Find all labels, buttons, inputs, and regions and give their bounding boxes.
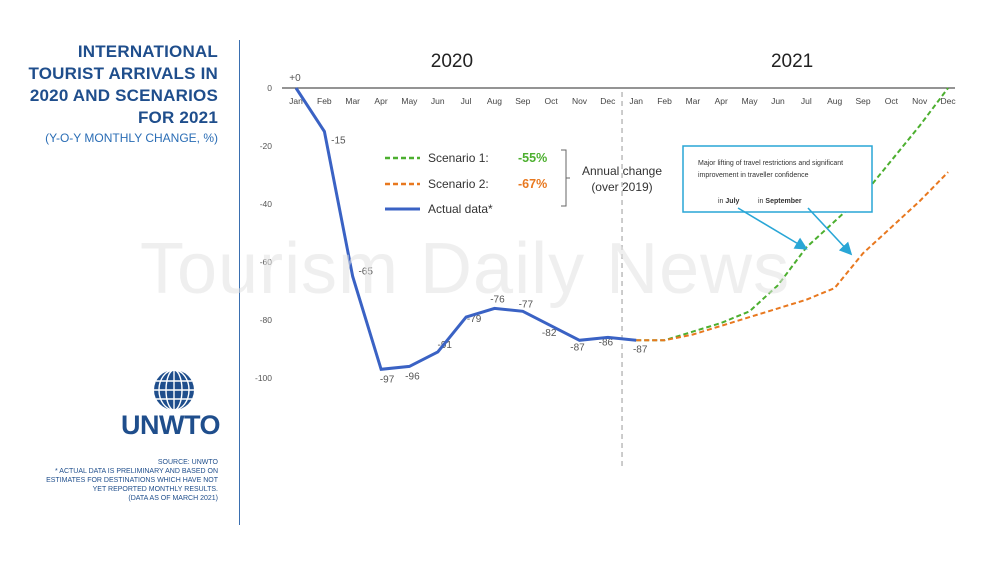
x-tick-label: Sep (515, 96, 530, 106)
actual-data-line (294, 87, 637, 371)
data-label: -97 (380, 374, 395, 385)
x-tick-label: Jan (629, 96, 643, 106)
x-tick-label: Dec (600, 96, 616, 106)
data-label: -87 (633, 344, 648, 355)
x-tick-label: Jul (461, 96, 472, 106)
year-label-2021: 2021 (771, 51, 813, 72)
x-tick-label: Feb (317, 96, 332, 106)
legend-scenario2-value: -67% (518, 177, 547, 191)
legend-scenario1-label: Scenario 1: (428, 151, 489, 165)
chart-title-line-4: FOR 2021 (137, 108, 218, 127)
x-tick-label: Jun (771, 96, 785, 106)
year-label-2020: 2020 (431, 51, 473, 72)
divider-line (239, 40, 240, 525)
x-tick-label: Feb (657, 96, 672, 106)
chart-title-line-3: 2020 AND SCENARIOS (29, 86, 218, 105)
legend-scenario1-value: -55% (518, 151, 547, 165)
x-tick-label: Apr (374, 96, 387, 106)
x-tick-label: Nov (572, 96, 588, 106)
data-label: -82 (542, 328, 557, 339)
x-tick-label: Oct (545, 96, 559, 106)
y-tick-label: -40 (260, 199, 273, 209)
data-label: -96 (405, 371, 420, 382)
legend-actual-label: Actual data* (428, 202, 493, 216)
data-label: -65 (358, 267, 373, 278)
chart-title-line-2: TOURIST ARRIVALS IN (28, 64, 218, 83)
x-tick-label: May (401, 96, 418, 106)
watermark: Tourism Daily News (140, 229, 791, 309)
data-label: -76 (490, 294, 505, 305)
data-label: -87 (570, 342, 585, 353)
x-tick-label: Mar (345, 96, 360, 106)
data-label: -15 (331, 136, 346, 147)
annotation-september-label: in September (758, 198, 802, 205)
y-tick-label: -60 (260, 257, 273, 267)
x-tick-label: Nov (912, 96, 928, 106)
legend-scenario2-label: Scenario 2: (428, 177, 489, 191)
legend-bracket (561, 149, 570, 207)
annual-change-label: Annual change (582, 164, 662, 178)
chart-title-line-1: INTERNATIONAL (77, 42, 218, 61)
x-tick-label: Sep (855, 96, 870, 106)
data-label: -86 (599, 337, 614, 348)
chart-subtitle: (Y-O-Y MONTHLY CHANGE, %) (45, 131, 218, 145)
scenario2-line (636, 171, 949, 342)
y-tick-label: -20 (260, 141, 273, 151)
annotation-text-line-1: Major lifting of travel restrictions and… (698, 160, 843, 167)
y-tick-label: -100 (255, 373, 272, 383)
footnote-line-1: * ACTUAL DATA IS PRELIMINARY AND BASED O… (55, 468, 218, 475)
footnote-source: SOURCE: UNWTO (157, 459, 218, 466)
y-tick-label: 0 (267, 83, 272, 93)
x-tick-label: Aug (827, 96, 842, 106)
data-label: -77 (519, 299, 534, 310)
x-tick-label: Apr (715, 96, 728, 106)
scenario1-line (636, 87, 949, 342)
annotation-july-label: in July (718, 198, 740, 205)
footnote-line-2: ESTIMATES FOR DESTINATIONS WHICH HAVE NO… (46, 477, 218, 484)
x-tick-label: Dec (940, 96, 956, 106)
annual-change-sublabel: (over 2019) (591, 180, 652, 194)
x-tick-label: Jul (801, 96, 812, 106)
x-tick-label: Aug (487, 96, 502, 106)
footnote-line-3: YET REPORTED MONTHLY RESULTS. (92, 486, 218, 493)
left-panel: INTERNATIONAL TOURIST ARRIVALS IN 2020 A… (0, 0, 240, 563)
x-tick-label: Jun (431, 96, 445, 106)
data-label: -79 (467, 314, 482, 325)
annotation-box (682, 145, 873, 213)
x-tick-label: Oct (885, 96, 899, 106)
footnote-line-4: (DATA AS OF MARCH 2021) (128, 495, 218, 502)
data-label: +0 (289, 73, 301, 84)
september-arrow (807, 207, 853, 256)
x-tick-label: May (742, 96, 759, 106)
unwto-logo-text: UNWTO (121, 410, 221, 440)
y-tick-label: -80 (260, 315, 273, 325)
annotation-text-line-2: improvement in traveller confidence (698, 172, 809, 179)
x-tick-label: Jan (289, 96, 303, 106)
x-tick-label: Mar (686, 96, 701, 106)
july-arrow (737, 207, 808, 250)
unwto-globe-icon (154, 369, 194, 411)
